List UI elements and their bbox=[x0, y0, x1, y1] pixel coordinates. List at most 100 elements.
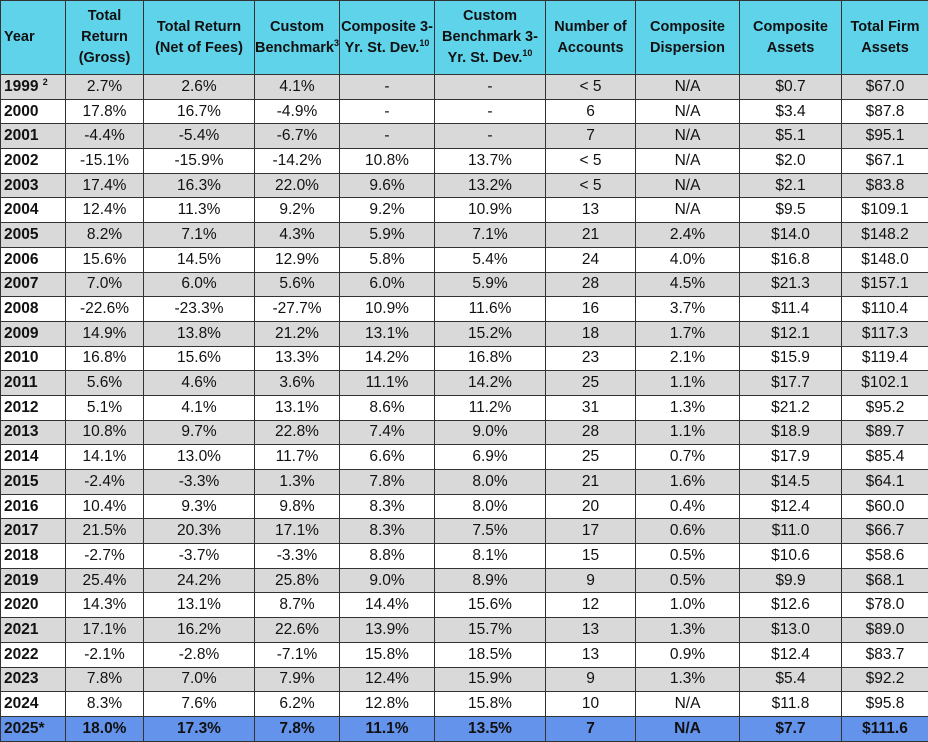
cell-net-return: 16.2% bbox=[143, 617, 255, 643]
header-label: Total Firm Assets bbox=[850, 18, 920, 56]
cell-benchmark-std-dev: 15.6% bbox=[434, 592, 546, 619]
cell-composite-dispersion: 2.1% bbox=[635, 345, 740, 372]
cell-total-firm-assets: $87.8 bbox=[841, 98, 928, 125]
cell-composite-std-dev: 7.4% bbox=[339, 419, 435, 446]
cell-year: 2008 bbox=[0, 296, 66, 322]
cell-composite-std-dev: 8.3% bbox=[339, 493, 435, 520]
cell-gross-return: -2.1% bbox=[65, 641, 144, 668]
table-row: 2002 -15.1% -15.9% -14.2% 10.8% 13.7% < 5 N/A $2… bbox=[0, 148, 928, 174]
cell-custom-benchmark: 25.8% bbox=[254, 567, 340, 594]
cell-custom-benchmark: 8.7% bbox=[254, 592, 340, 619]
cell-total-firm-assets: $85.4 bbox=[841, 444, 928, 470]
cell-composite-std-dev: - bbox=[339, 123, 435, 150]
cell-number-of-accounts: 25 bbox=[545, 444, 636, 470]
cell-net-return: -23.3% bbox=[143, 296, 255, 322]
cell-composite-std-dev: 8.6% bbox=[339, 394, 435, 421]
cell-gross-return: 2.7% bbox=[65, 74, 144, 100]
cell-net-return: -2.8% bbox=[143, 641, 255, 668]
cell-custom-benchmark: 9.8% bbox=[254, 493, 340, 520]
cell-total-firm-assets: $148.0 bbox=[841, 246, 928, 273]
cell-gross-return: 14.1% bbox=[65, 444, 144, 470]
cell-benchmark-std-dev: 15.8% bbox=[434, 691, 546, 717]
year-label: 2000 bbox=[4, 102, 39, 120]
cell-composite-std-dev: 9.6% bbox=[339, 172, 435, 199]
table-row: 2012 5.1% 4.1% 13.1% 8.6% 11.2% 31 1.3% $21.2 $95… bbox=[0, 394, 928, 421]
footnote-marker: 10 bbox=[419, 37, 430, 48]
cell-composite-assets: $2.1 bbox=[739, 172, 842, 199]
cell-custom-benchmark: -3.3% bbox=[254, 543, 340, 569]
cell-composite-dispersion: 0.6% bbox=[635, 518, 740, 545]
cell-year: 2020 bbox=[0, 592, 66, 619]
cell-number-of-accounts: 24 bbox=[545, 246, 636, 273]
cell-net-return: 16.7% bbox=[143, 98, 255, 125]
cell-number-of-accounts: 17 bbox=[545, 518, 636, 545]
year-label: 2009 bbox=[4, 324, 39, 342]
cell-net-return: 7.1% bbox=[143, 222, 255, 248]
table-row: 2015 -2.4% -3.3% 1.3% 7.8% 8.0% 21 1.6% $14.5 $64… bbox=[0, 469, 928, 495]
year-label: 2006 bbox=[4, 250, 39, 268]
cell-custom-benchmark: 17.1% bbox=[254, 518, 340, 545]
cell-benchmark-std-dev: 6.9% bbox=[434, 444, 546, 470]
cell-gross-return: -15.1% bbox=[65, 148, 144, 174]
year-label: 2019 bbox=[4, 571, 39, 589]
cell-custom-benchmark: 3.6% bbox=[254, 370, 340, 396]
cell-total-firm-assets: $83.8 bbox=[841, 172, 928, 199]
header-label: Composite Assets bbox=[753, 18, 828, 56]
cell-number-of-accounts: 7 bbox=[545, 715, 636, 742]
cell-composite-dispersion: 2.4% bbox=[635, 222, 740, 248]
cell-number-of-accounts: 13 bbox=[545, 197, 636, 224]
cell-composite-assets: $15.9 bbox=[739, 345, 842, 372]
table-row: 2000 17.8% 16.7% -4.9% - -6 N/A $3.4 $87.8 bbox=[0, 98, 928, 125]
cell-gross-return: 8.2% bbox=[65, 222, 144, 248]
cell-custom-benchmark: 7.8% bbox=[254, 715, 340, 742]
cell-composite-dispersion: N/A bbox=[635, 172, 740, 199]
cell-net-return: 7.0% bbox=[143, 666, 255, 693]
table-row: 2016 10.4% 9.3% 9.8% 8.3% 8.0% 20 0.4% $12.4 $60.… bbox=[0, 493, 928, 520]
table-row: 2019 25.4% 24.2% 25.8% 9.0% 8.9% 9 0.5% $9.9 $68.… bbox=[0, 567, 928, 594]
cell-benchmark-std-dev: 5.9% bbox=[434, 271, 546, 298]
cell-composite-dispersion: 4.0% bbox=[635, 246, 740, 273]
cell-custom-benchmark: -7.1% bbox=[254, 641, 340, 668]
footnote-marker: 3 bbox=[333, 37, 339, 48]
cell-number-of-accounts: 9 bbox=[545, 567, 636, 594]
table-row: 2008 -22.6% -23.3% -27.7% 10.9% 11.6% 16 3.7% $1… bbox=[0, 296, 928, 322]
cell-composite-dispersion: 1.1% bbox=[635, 370, 740, 396]
cell-total-firm-assets: $66.7 bbox=[841, 518, 928, 545]
header-row: Year Total Return (Gross) Total Return (Ne… bbox=[0, 0, 928, 75]
cell-composite-dispersion: 0.7% bbox=[635, 444, 740, 470]
cell-benchmark-std-dev: 11.6% bbox=[434, 296, 546, 322]
table-row: 2024 8.3% 7.6% 6.2% 12.8% 15.8% 10 N/A $11.8 $95.… bbox=[0, 691, 928, 717]
cell-gross-return: 17.4% bbox=[65, 172, 144, 199]
table-row: 2022 -2.1% -2.8% -7.1% 15.8% 18.5% 13 0.9% $12.4… bbox=[0, 641, 928, 668]
cell-composite-assets: $10.6 bbox=[739, 543, 842, 569]
year-label: 2025* bbox=[4, 719, 45, 737]
year-label: 2022 bbox=[4, 645, 39, 663]
cell-composite-std-dev: - bbox=[339, 74, 435, 100]
cell-gross-return: 15.6% bbox=[65, 246, 144, 273]
cell-custom-benchmark: 12.9% bbox=[254, 246, 340, 273]
cell-total-firm-assets: $95.8 bbox=[841, 691, 928, 717]
cell-gross-return: 8.3% bbox=[65, 691, 144, 717]
cell-custom-benchmark: 11.7% bbox=[254, 444, 340, 470]
cell-composite-dispersion: N/A bbox=[635, 123, 740, 150]
year-label: 2018 bbox=[4, 546, 39, 564]
header-benchmark-std-dev: Custom Benchmark 3-Yr. St. Dev.10 bbox=[434, 0, 546, 75]
header-label: Custom Benchmark bbox=[255, 18, 334, 56]
cell-composite-assets: $14.5 bbox=[739, 469, 842, 495]
cell-gross-return: 7.8% bbox=[65, 666, 144, 693]
cell-total-firm-assets: $67.1 bbox=[841, 148, 928, 174]
table-row: 2020 14.3% 13.1% 8.7% 14.4% 15.6% 12 1.0% $12.6 $… bbox=[0, 592, 928, 619]
cell-gross-return: 21.5% bbox=[65, 518, 144, 545]
cell-composite-dispersion: N/A bbox=[635, 197, 740, 224]
cell-number-of-accounts: 28 bbox=[545, 419, 636, 446]
year-label: 2003 bbox=[4, 176, 39, 194]
cell-total-firm-assets: $67.0 bbox=[841, 74, 928, 100]
cell-custom-benchmark: -6.7% bbox=[254, 123, 340, 150]
cell-composite-dispersion: 1.7% bbox=[635, 320, 740, 347]
cell-total-firm-assets: $117.3 bbox=[841, 320, 928, 347]
cell-total-firm-assets: $102.1 bbox=[841, 370, 928, 396]
cell-total-firm-assets: $92.2 bbox=[841, 666, 928, 693]
table-row: 2007 7.0% 6.0% 5.6% 6.0% 5.9% 28 4.5% $21.3 $157.… bbox=[0, 271, 928, 298]
cell-gross-return: 5.6% bbox=[65, 370, 144, 396]
table-row: 2006 15.6% 14.5% 12.9% 5.8% 5.4% 24 4.0% $16.8 $1… bbox=[0, 246, 928, 273]
